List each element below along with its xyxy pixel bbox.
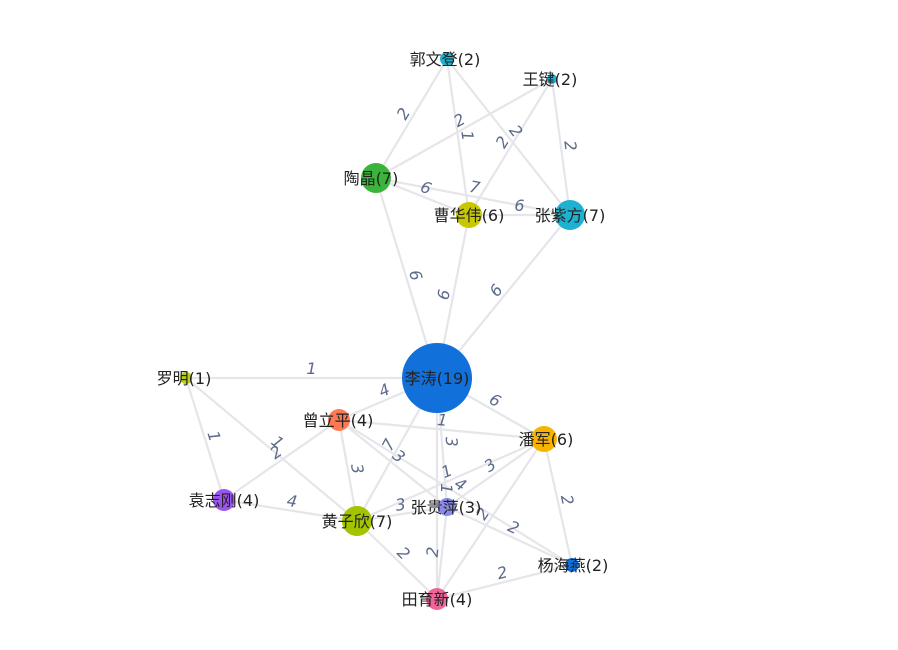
edge-lm-hzx bbox=[185, 377, 358, 522]
node-label-pj: 潘军(6) bbox=[519, 430, 574, 449]
node-label-chw: 曹华伟(6) bbox=[434, 206, 505, 225]
graph-edges bbox=[184, 58, 574, 601]
edge-label: 3 bbox=[442, 436, 462, 448]
node-label-yzg: 袁志刚(4) bbox=[189, 491, 260, 510]
edge-label: 1 bbox=[437, 483, 456, 493]
edge-tyx-yhy bbox=[436, 563, 573, 601]
edge-hzx-tyx bbox=[356, 520, 438, 600]
edge-label: 3 bbox=[347, 462, 367, 475]
edge-label: 6 bbox=[405, 268, 426, 283]
edge-wj-zzf bbox=[550, 78, 572, 216]
node-gwd[interactable] bbox=[440, 52, 454, 66]
edge-gwd-tj bbox=[375, 58, 448, 179]
node-wj[interactable] bbox=[547, 74, 557, 84]
edge-label: 2 bbox=[557, 493, 578, 507]
edge-label: 2 bbox=[505, 517, 522, 539]
graph-node-labels: 李涛(19) 郭文登(2) 王键(2) 陶晶(7) 曹华伟(6) 张紫方(7) 罗明(1) 曾… bbox=[157, 50, 609, 609]
edge-zgp-tyx bbox=[435, 506, 449, 600]
node-hzx[interactable] bbox=[342, 506, 372, 536]
edge-zlp-pj bbox=[338, 418, 545, 441]
node-pj[interactable] bbox=[531, 426, 557, 452]
node-label-zlp: 曾立平(4) bbox=[303, 411, 374, 430]
node-yhy[interactable] bbox=[565, 558, 579, 572]
node-chw[interactable] bbox=[456, 202, 482, 228]
edge-label: 4 bbox=[285, 491, 298, 511]
edge-zzf-lt bbox=[436, 214, 571, 379]
edge-lm-yzg bbox=[184, 377, 226, 501]
edge-pj-yhy bbox=[542, 438, 574, 566]
edge-label: 1 bbox=[436, 410, 448, 430]
edge-label: 3 bbox=[394, 494, 407, 514]
node-tyx[interactable] bbox=[426, 588, 448, 610]
edge-zlp-yzg bbox=[223, 419, 340, 501]
edge-pj-tyx bbox=[436, 438, 545, 600]
node-zzf[interactable] bbox=[555, 200, 585, 230]
graph-nodes bbox=[180, 52, 585, 610]
edge-label: 2 bbox=[560, 139, 580, 152]
node-zlp[interactable] bbox=[328, 409, 350, 431]
edge-label: 2 bbox=[495, 562, 510, 583]
edge-label: 7 bbox=[468, 177, 482, 198]
edge-label: 1 bbox=[438, 461, 455, 482]
edge-zlp-zgp bbox=[338, 419, 448, 508]
edge-label: 1 bbox=[203, 428, 224, 443]
edge-zgp-yhy bbox=[446, 506, 573, 566]
node-label-tyx: 田育新(4) bbox=[402, 590, 473, 609]
edge-wj-chw bbox=[468, 78, 553, 216]
edge-hzx-zgp bbox=[356, 505, 448, 523]
node-label-wj: 王键(2) bbox=[523, 70, 578, 89]
node-label-hzx: 黄子欣(7) bbox=[322, 512, 393, 531]
node-label-zgp: 张贵萍(3) bbox=[411, 498, 482, 517]
node-label-lt: 李涛(19) bbox=[405, 369, 470, 388]
edge-label: 4 bbox=[376, 380, 393, 401]
node-label-lm: 罗明(1) bbox=[157, 369, 212, 388]
node-zgp[interactable] bbox=[438, 498, 456, 516]
edge-zlp-yhy bbox=[338, 419, 573, 566]
edge-tj-zzf bbox=[375, 176, 571, 217]
node-yzg[interactable] bbox=[213, 489, 235, 511]
node-label-gwd: 郭文登(2) bbox=[410, 50, 481, 69]
edge-zlp-hzx bbox=[337, 419, 359, 522]
edge-gwd-zzf bbox=[446, 58, 571, 216]
edge-label: 2 bbox=[423, 546, 443, 558]
edge-wj-tj bbox=[375, 78, 553, 179]
node-lm[interactable] bbox=[180, 372, 192, 384]
edge-gwd-chw bbox=[445, 58, 471, 216]
node-label-tj: 陶晶(7) bbox=[344, 169, 399, 188]
node-label-zzf: 张紫方(7) bbox=[535, 206, 606, 225]
node-label-yhy: 杨海燕(2) bbox=[538, 556, 609, 575]
edge-label: 1 bbox=[306, 359, 316, 378]
edge-tj-chw bbox=[375, 176, 470, 217]
node-lt[interactable] bbox=[402, 343, 472, 413]
edge-label: 6 bbox=[433, 288, 454, 302]
edge-pj-hzx bbox=[356, 437, 545, 523]
edge-label: 1 bbox=[457, 129, 477, 142]
node-tj[interactable] bbox=[361, 163, 391, 193]
edge-pj-zgp bbox=[446, 438, 545, 508]
edge-yzg-hzx bbox=[223, 498, 358, 523]
edge-label: 6 bbox=[514, 196, 524, 215]
